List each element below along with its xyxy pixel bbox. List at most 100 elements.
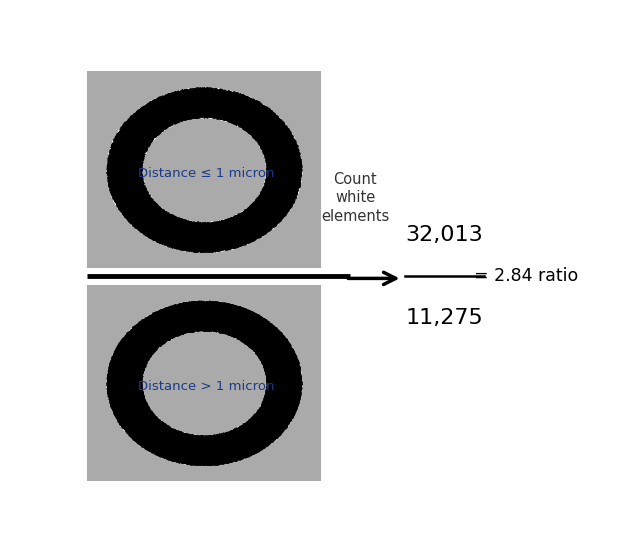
Point [281,173,291,182]
Point [213,308,223,317]
Point [272,197,282,205]
Point [230,93,241,102]
Point [176,325,186,333]
Point [191,85,201,93]
Point [285,199,296,208]
Point [208,320,218,329]
Point [205,85,215,93]
Point [231,328,241,337]
Point [289,358,299,367]
Point [241,424,252,433]
Point [265,353,275,362]
Point [241,97,252,105]
Point [113,134,123,142]
Point [278,208,289,217]
Point [217,236,227,244]
Point [170,329,180,338]
Point [271,149,281,158]
Point [106,176,116,185]
Point [278,124,289,132]
Point [127,149,138,157]
Point [153,333,163,342]
Point [131,198,141,207]
Point [119,361,129,369]
Point [138,422,148,431]
Point [184,232,194,241]
Point [164,116,175,125]
Point [266,195,276,204]
Point [188,221,198,230]
Point [255,113,265,122]
Point [116,361,127,370]
Point [280,412,291,421]
Point [170,98,180,107]
Point [135,423,145,432]
Point [102,167,113,176]
Point [291,189,301,198]
Point [181,451,191,460]
Point [268,194,278,203]
Point [236,437,246,446]
Point [282,337,292,345]
Point [283,342,293,350]
Point [260,205,271,214]
Point [207,321,218,330]
Point [132,325,142,333]
Point [126,186,136,194]
Point [161,223,171,232]
Point [138,432,148,441]
Point [296,165,306,174]
Point [115,354,125,363]
Point [269,124,280,132]
Point [110,407,120,415]
Point [116,388,126,396]
Point [182,104,193,112]
Point [182,86,193,94]
Point [281,132,291,141]
Point [285,130,296,139]
Point [134,213,145,222]
Point [123,421,133,430]
Point [279,369,289,377]
Point [124,147,134,156]
Point [291,401,301,409]
Point [273,384,284,393]
Point [136,429,147,438]
Point [273,171,283,180]
Point [177,243,187,251]
Point [264,372,275,381]
Point [271,401,281,410]
Point [170,103,180,111]
Point [256,349,266,358]
Point [257,349,267,357]
Point [257,420,268,428]
Point [221,451,232,460]
Point [287,187,297,195]
Point [196,318,206,326]
Point [190,320,200,329]
Point [144,132,154,141]
Point [184,106,194,115]
Point [289,151,300,160]
Point [195,434,205,443]
Point [108,382,118,390]
Point [188,243,198,252]
Point [136,433,146,442]
Point [141,314,152,323]
Point [123,146,133,155]
Point [166,96,176,105]
Point [145,121,156,130]
Point [165,220,175,229]
Point [138,352,148,361]
Point [166,230,177,239]
Point [278,155,289,163]
Point [244,333,255,342]
Point [157,108,167,117]
Point [138,355,148,364]
Point [196,102,207,111]
Point [145,334,156,343]
Point [257,411,268,420]
Point [148,128,158,136]
Point [287,358,298,367]
Point [283,171,293,179]
